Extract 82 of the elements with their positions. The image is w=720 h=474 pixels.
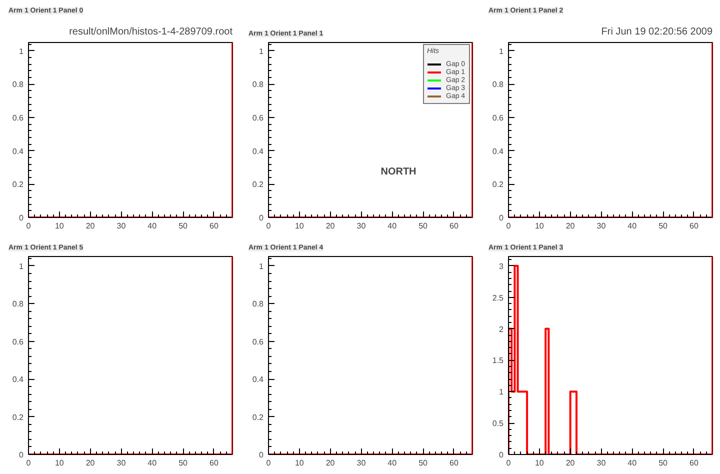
x-tick-label: 20 — [86, 222, 96, 230]
x-tick-label: 60 — [690, 222, 699, 230]
y-tick-label: 0.2 — [492, 180, 504, 190]
y-tick-label: 0 — [259, 450, 264, 460]
y-tick-label: 0.6 — [12, 337, 24, 346]
y-tick-label: 1.5 — [492, 356, 504, 366]
x-tick-label: 20 — [326, 458, 336, 468]
x-tick-label: 40 — [388, 458, 398, 468]
x-tick-label: 30 — [596, 222, 606, 230]
x-tick-label: 10 — [294, 222, 304, 230]
x-tick-label: 10 — [534, 222, 544, 230]
x-tick-label: 10 — [534, 458, 544, 468]
x-tick-label: 0 — [506, 222, 512, 230]
y-tick-label: 1 — [259, 262, 264, 271]
y-tick-label: 2 — [499, 324, 504, 334]
x-tick-label: 60 — [210, 458, 219, 468]
x-tick-label: 50 — [418, 222, 428, 230]
y-tick-label: 0.6 — [252, 114, 264, 122]
y-tick-label: 0.6 — [12, 114, 24, 122]
y-tick-label: 0.4 — [252, 375, 264, 384]
x-tick-label: 0 — [506, 458, 512, 468]
y-tick-label: 3 — [499, 262, 504, 271]
x-tick-label: 20 — [566, 222, 576, 230]
y-tick-label: 1 — [19, 262, 24, 271]
x-tick-label: 40 — [148, 458, 158, 468]
y-tick-label: 0.4 — [492, 146, 504, 156]
y-tick-label: 0.6 — [492, 114, 504, 122]
annotation: NORTH — [380, 166, 416, 178]
x-tick-label: 40 — [148, 222, 158, 230]
x-tick-label: 0 — [26, 222, 32, 230]
x-tick-label: 60 — [210, 222, 219, 230]
y-tick-label: 2.5 — [492, 293, 504, 302]
y-tick-label: 1 — [259, 46, 264, 56]
y-tick-label: 0.5 — [492, 419, 504, 428]
y-tick-label: 0.8 — [12, 80, 24, 90]
y-tick-label: 0 — [499, 214, 504, 222]
y-tick-label: 1 — [19, 46, 24, 56]
x-tick-label: 50 — [418, 458, 428, 468]
x-tick-label: 10 — [54, 222, 64, 230]
y-tick-label: 0.2 — [252, 412, 264, 422]
y-tick-label: 0 — [19, 450, 24, 460]
text: Fri Jun 19 02:20:56 2009 — [601, 26, 713, 38]
x-tick-label: 50 — [658, 222, 668, 230]
x-tick-label: 60 — [450, 458, 459, 468]
y-tick-label: 0.8 — [252, 300, 264, 309]
x-tick-label: 50 — [178, 222, 188, 230]
x-tick-label: 60 — [690, 458, 699, 468]
x-tick-label: 20 — [566, 458, 576, 468]
y-tick-label: 0 — [259, 214, 264, 222]
y-tick-label: 0.2 — [12, 412, 24, 422]
x-tick-label: 50 — [658, 458, 668, 468]
y-tick-label: 0.4 — [252, 146, 264, 156]
y-tick-label: 0.4 — [12, 146, 24, 156]
y-tick-label: 0 — [499, 450, 504, 460]
x-tick-label: 30 — [356, 458, 366, 468]
x-tick-label: 0 — [266, 458, 272, 468]
x-tick-label: 30 — [356, 222, 366, 230]
y-tick-label: 0.8 — [492, 80, 504, 90]
y-tick-label: 0.2 — [252, 180, 264, 190]
y-tick-label: 1 — [499, 46, 504, 56]
x-tick-label: 30 — [596, 458, 606, 468]
x-tick-label: 40 — [628, 222, 638, 230]
x-tick-label: 50 — [178, 458, 188, 468]
x-tick-label: 10 — [54, 458, 64, 468]
x-tick-label: 40 — [388, 222, 398, 230]
y-tick-label: 0.4 — [12, 375, 24, 384]
x-tick-label: 10 — [294, 458, 304, 468]
x-tick-label: 30 — [116, 458, 126, 468]
y-tick-label: 0.6 — [252, 337, 264, 346]
y-tick-label: 0.2 — [12, 180, 24, 190]
x-tick-label: 20 — [86, 458, 96, 468]
x-tick-label: 40 — [628, 458, 638, 468]
y-tick-label: 1 — [499, 388, 504, 397]
x-tick-label: 30 — [116, 222, 126, 230]
x-tick-label: 60 — [450, 222, 459, 230]
x-tick-label: 0 — [266, 222, 272, 230]
x-tick-label: 0 — [26, 458, 32, 468]
y-tick-label: 0.8 — [12, 300, 24, 309]
y-tick-label: 0.8 — [252, 80, 264, 90]
y-tick-label: 0 — [19, 214, 24, 222]
text: result/onlMon/histos-1-4-289709.root — [69, 26, 233, 38]
x-tick-label: 20 — [326, 222, 336, 230]
